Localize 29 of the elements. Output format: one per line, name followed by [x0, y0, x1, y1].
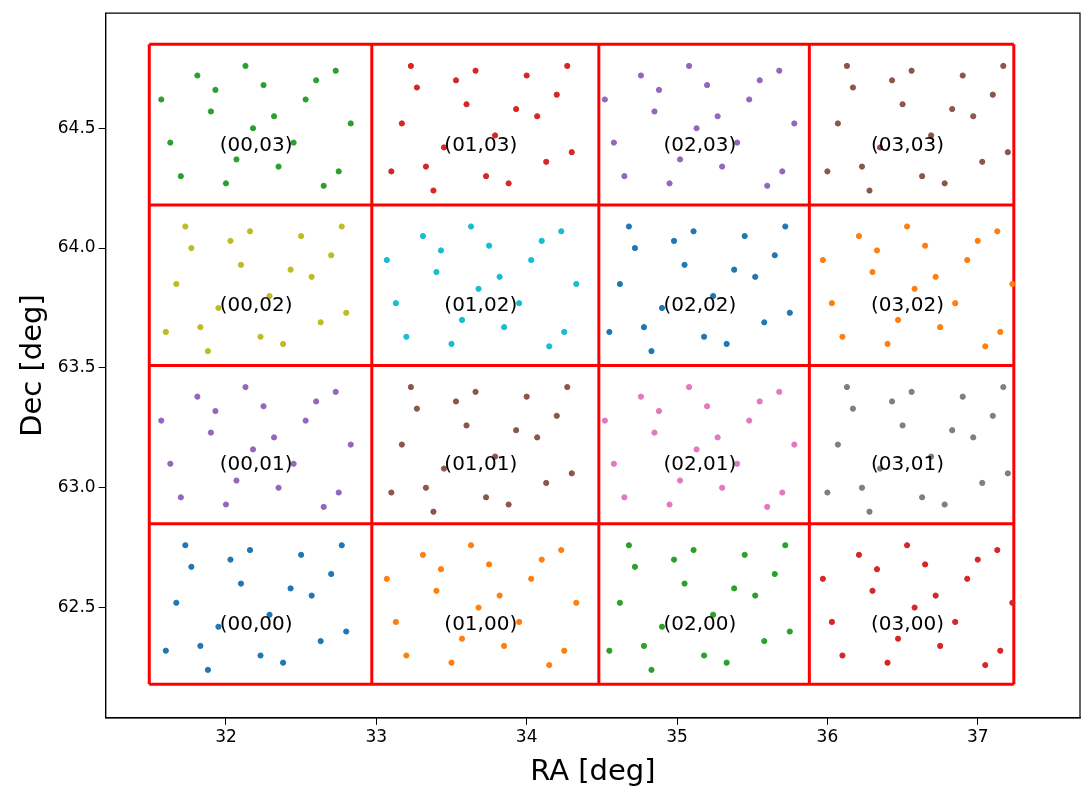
annotation: (00,03): [219, 131, 293, 156]
annotation: (01,01): [444, 451, 518, 476]
y-tick-label: 63.5: [57, 356, 96, 377]
annotation: (00,02): [219, 292, 293, 317]
annotation: (01,03): [444, 131, 518, 156]
annotation: (02,02): [663, 292, 737, 317]
x-tick-label: 34: [515, 726, 538, 747]
y-tick-label: 64.0: [57, 236, 96, 257]
x-tick-label: 33: [365, 726, 388, 747]
annotation: (01,00): [444, 611, 518, 636]
y-tick-label: 63.0: [57, 476, 96, 497]
x-axis-title: RA [deg]: [530, 753, 656, 788]
annotation: (02,03): [663, 131, 737, 156]
annotation: (03,02): [871, 292, 944, 317]
annotation: (03,03): [871, 131, 944, 156]
y-tick-label: 64.5: [57, 116, 96, 137]
annotation: (01,02): [444, 292, 518, 317]
x-tick-label: 32: [215, 726, 237, 747]
annotation: (03,01): [871, 451, 944, 476]
annotation: (00,00): [219, 611, 293, 636]
x-tick-label: 37: [966, 726, 989, 747]
annotation: (03,00): [871, 611, 944, 636]
y-axis-title: Dec [deg]: [13, 294, 48, 437]
x-tick-label: 35: [666, 726, 688, 747]
x-tick-label: 36: [816, 726, 839, 747]
annotation: (02,00): [663, 611, 737, 636]
y-tick-label: 62.5: [57, 595, 96, 616]
annotation: (02,01): [663, 451, 737, 476]
annotation: (00,01): [219, 451, 293, 476]
